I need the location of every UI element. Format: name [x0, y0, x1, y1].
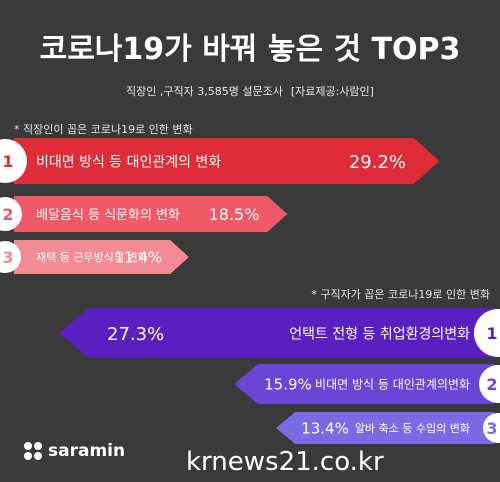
employee-rank-badge-1	[0, 139, 27, 183]
jobseeker-category-3: 알바 축소 등 수입의 변화	[355, 421, 470, 435]
logo-text: saramin	[48, 441, 126, 461]
watermark-site: krnews21.co.kr	[186, 447, 384, 477]
jobseeker-bar-3	[276, 412, 494, 444]
jobseeker-rank-badge-2	[479, 365, 500, 403]
logo-dots-icon	[24, 442, 42, 460]
jobseeker-category-2: 비대면 방식 등 대인관계의변화	[315, 378, 470, 392]
jobseeker-value-1: 27.3%	[107, 324, 164, 345]
jobseeker-rank-3: 3	[486, 419, 497, 438]
employee-rank-1: 1	[2, 152, 13, 171]
employee-bar-2	[14, 196, 288, 232]
survey-info: 직장인 ,구직자 3,585명 설문조사	[126, 85, 283, 98]
jobseeker-rank-1: 1	[486, 324, 497, 343]
jobseeker-bar-2	[234, 364, 494, 404]
employee-rank-badge-3	[0, 241, 21, 273]
jobseeker-rank-badge-3	[483, 413, 500, 443]
jobseeker-value-3: 13.4%	[301, 420, 349, 438]
employee-category-1: 비대면 방식 등 대인관계의 변화	[36, 154, 221, 170]
employee-bar-3	[14, 240, 189, 274]
employee-category-2: 배달음식 등 식문화의 변화	[36, 208, 180, 223]
jobseeker-rank-2: 2	[486, 375, 497, 394]
chart-title: 코로나19가 바꿔 놓은 것 TOP3	[39, 32, 461, 67]
employee-rank-3: 3	[2, 248, 13, 267]
employee-bar-1	[14, 138, 440, 184]
employee-category-3: 재택 등 근무방식의 변화	[36, 251, 148, 264]
employee-rank-badge-2	[0, 197, 22, 231]
saramin-logo: saramin	[24, 441, 125, 461]
employee-rank-2: 2	[2, 205, 13, 224]
jobseeker-category-1: 언택트 전형 등 취업환경의변화	[289, 326, 470, 342]
jobseeker-bar-1	[59, 308, 494, 358]
employee-value-3: 11.4%	[115, 249, 163, 267]
employee-section-title: * 직장인이 꼽은 코로나19로 인한 변화	[14, 123, 193, 136]
employee-value-2: 18.5%	[209, 205, 260, 224]
chart-subtitle: 직장인 ,구직자 3,585명 설문조사 [자료제공:사람인]	[0, 83, 500, 99]
jobseeker-section-title: * 구직자가 꼽은 코로나19로 인한 변화	[311, 288, 490, 301]
jobseeker-value-2: 15.9%	[264, 376, 312, 394]
jobseeker-rank-badge-1	[474, 309, 500, 357]
employee-value-1: 29.2%	[349, 152, 406, 173]
data-source: [자료제공:사람인]	[290, 85, 374, 98]
